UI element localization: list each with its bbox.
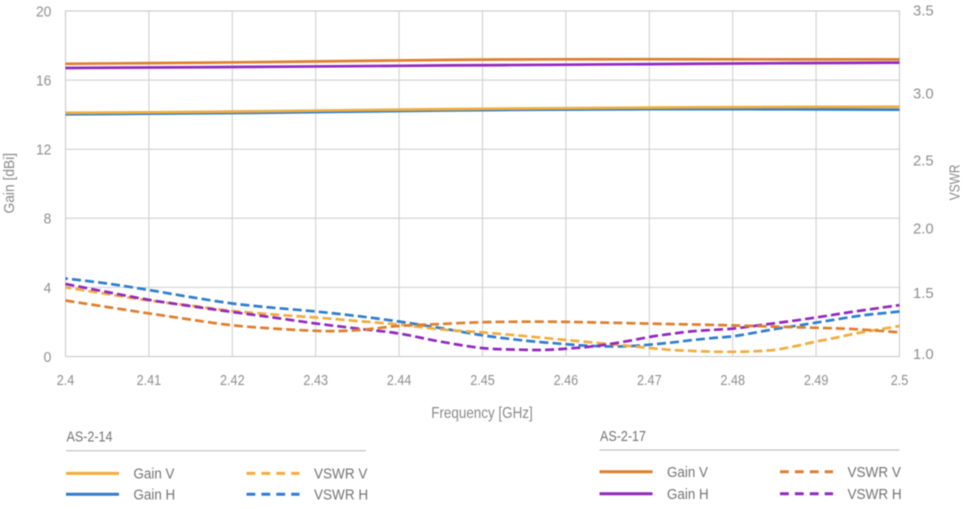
svg-text:2.45: 2.45 xyxy=(470,372,495,388)
svg-text:2.5: 2.5 xyxy=(913,152,934,169)
svg-text:12: 12 xyxy=(36,142,51,158)
svg-text:2.5: 2.5 xyxy=(891,372,909,388)
svg-text:8: 8 xyxy=(44,211,52,227)
svg-text:VSWR H: VSWR H xyxy=(848,486,902,502)
svg-text:3.5: 3.5 xyxy=(913,2,934,19)
svg-text:2.47: 2.47 xyxy=(637,372,662,388)
svg-text:Gain V: Gain V xyxy=(667,464,709,481)
svg-text:2.43: 2.43 xyxy=(303,372,328,388)
svg-text:VSWR V: VSWR V xyxy=(848,464,902,480)
svg-text:2.4: 2.4 xyxy=(57,372,75,388)
svg-text:2.48: 2.48 xyxy=(720,372,745,388)
svg-text:AS-2-17: AS-2-17 xyxy=(600,428,646,444)
svg-text:1.0: 1.0 xyxy=(913,346,934,363)
svg-text:AS-2-14: AS-2-14 xyxy=(67,429,113,445)
svg-text:Gain V: Gain V xyxy=(134,465,176,482)
svg-text:Gain H: Gain H xyxy=(134,486,176,503)
svg-text:2.42: 2.42 xyxy=(220,372,245,388)
svg-text:2.46: 2.46 xyxy=(554,372,579,388)
svg-text:2.41: 2.41 xyxy=(137,372,162,388)
svg-text:VSWR: VSWR xyxy=(946,164,963,200)
svg-text:2.0: 2.0 xyxy=(913,220,934,237)
svg-text:VSWR H: VSWR H xyxy=(314,486,368,502)
svg-text:2.44: 2.44 xyxy=(387,372,412,388)
svg-text:Gain [dBi]: Gain [dBi] xyxy=(1,153,18,214)
svg-text:20: 20 xyxy=(36,4,51,20)
svg-text:0: 0 xyxy=(44,350,52,366)
svg-text:2.49: 2.49 xyxy=(804,372,829,388)
svg-text:3.0: 3.0 xyxy=(913,86,934,103)
svg-text:Frequency [GHz]: Frequency [GHz] xyxy=(431,405,533,422)
svg-text:4: 4 xyxy=(44,280,52,296)
svg-text:16: 16 xyxy=(36,73,51,89)
svg-text:1.5: 1.5 xyxy=(913,285,934,302)
svg-text:VSWR V: VSWR V xyxy=(314,465,368,481)
svg-text:Gain H: Gain H xyxy=(667,485,709,502)
